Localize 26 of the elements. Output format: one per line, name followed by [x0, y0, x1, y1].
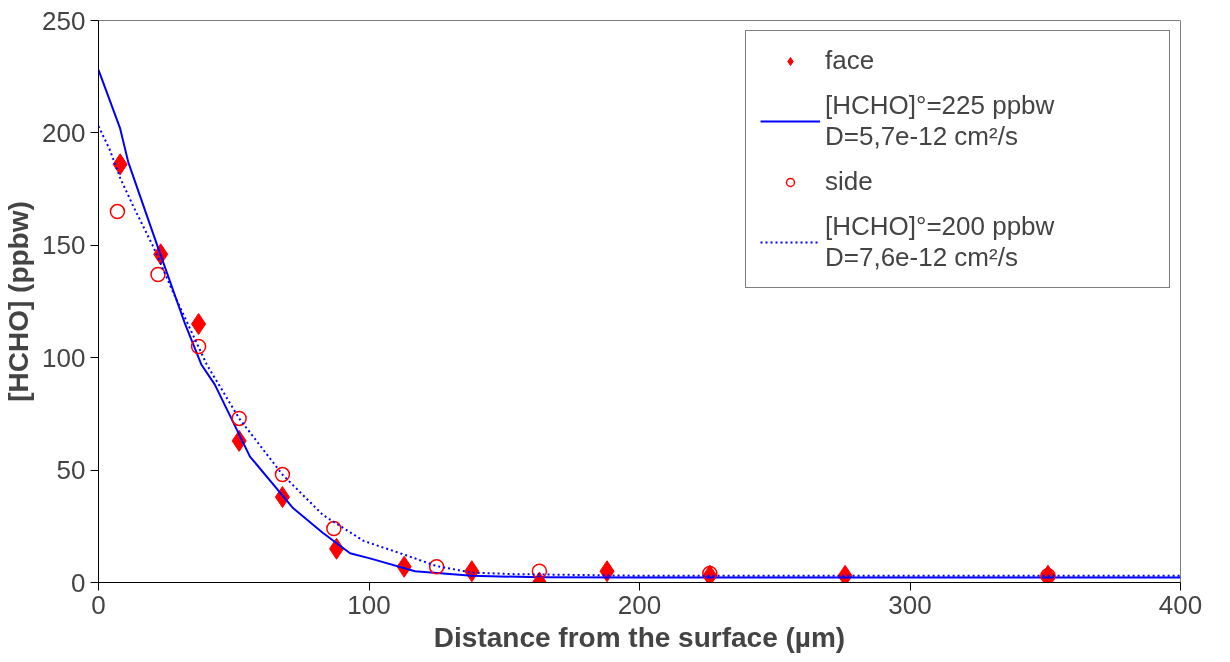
legend-label: [HCHO]°=200 ppbw D=7,6e-12 cm²/s — [825, 211, 1056, 273]
y-axis-title: [HCHO] (ppbw) — [3, 201, 35, 402]
x-tick-label: 0 — [91, 589, 106, 620]
point — [428, 559, 445, 575]
point — [326, 520, 342, 537]
y-tick-label: 50 — [56, 455, 86, 486]
y-tick-label: 0 — [71, 567, 86, 598]
x-tick-label: 100 — [347, 589, 391, 620]
x-axis-title: Distance from the surface (µm) — [433, 621, 846, 653]
y-tick-label: 150 — [42, 230, 86, 261]
point — [1040, 568, 1056, 583]
legend-label: [HCHO]°=225 ppbw D=5,7e-12 cm²/s — [825, 90, 1056, 152]
point — [531, 563, 548, 579]
y-tick-label: 250 — [42, 5, 86, 36]
point — [274, 466, 291, 483]
y-tick-label: 100 — [42, 342, 86, 373]
point — [150, 266, 166, 283]
legend-label: side — [825, 166, 874, 197]
x-tick-label: 300 — [888, 589, 932, 620]
legend-label: face — [825, 45, 876, 76]
x-tick-label: 400 — [1158, 589, 1203, 620]
y-tick-label: 200 — [42, 117, 86, 148]
point — [109, 203, 126, 220]
x-tick-label: 200 — [617, 589, 662, 620]
point — [190, 338, 207, 355]
point — [231, 410, 247, 427]
